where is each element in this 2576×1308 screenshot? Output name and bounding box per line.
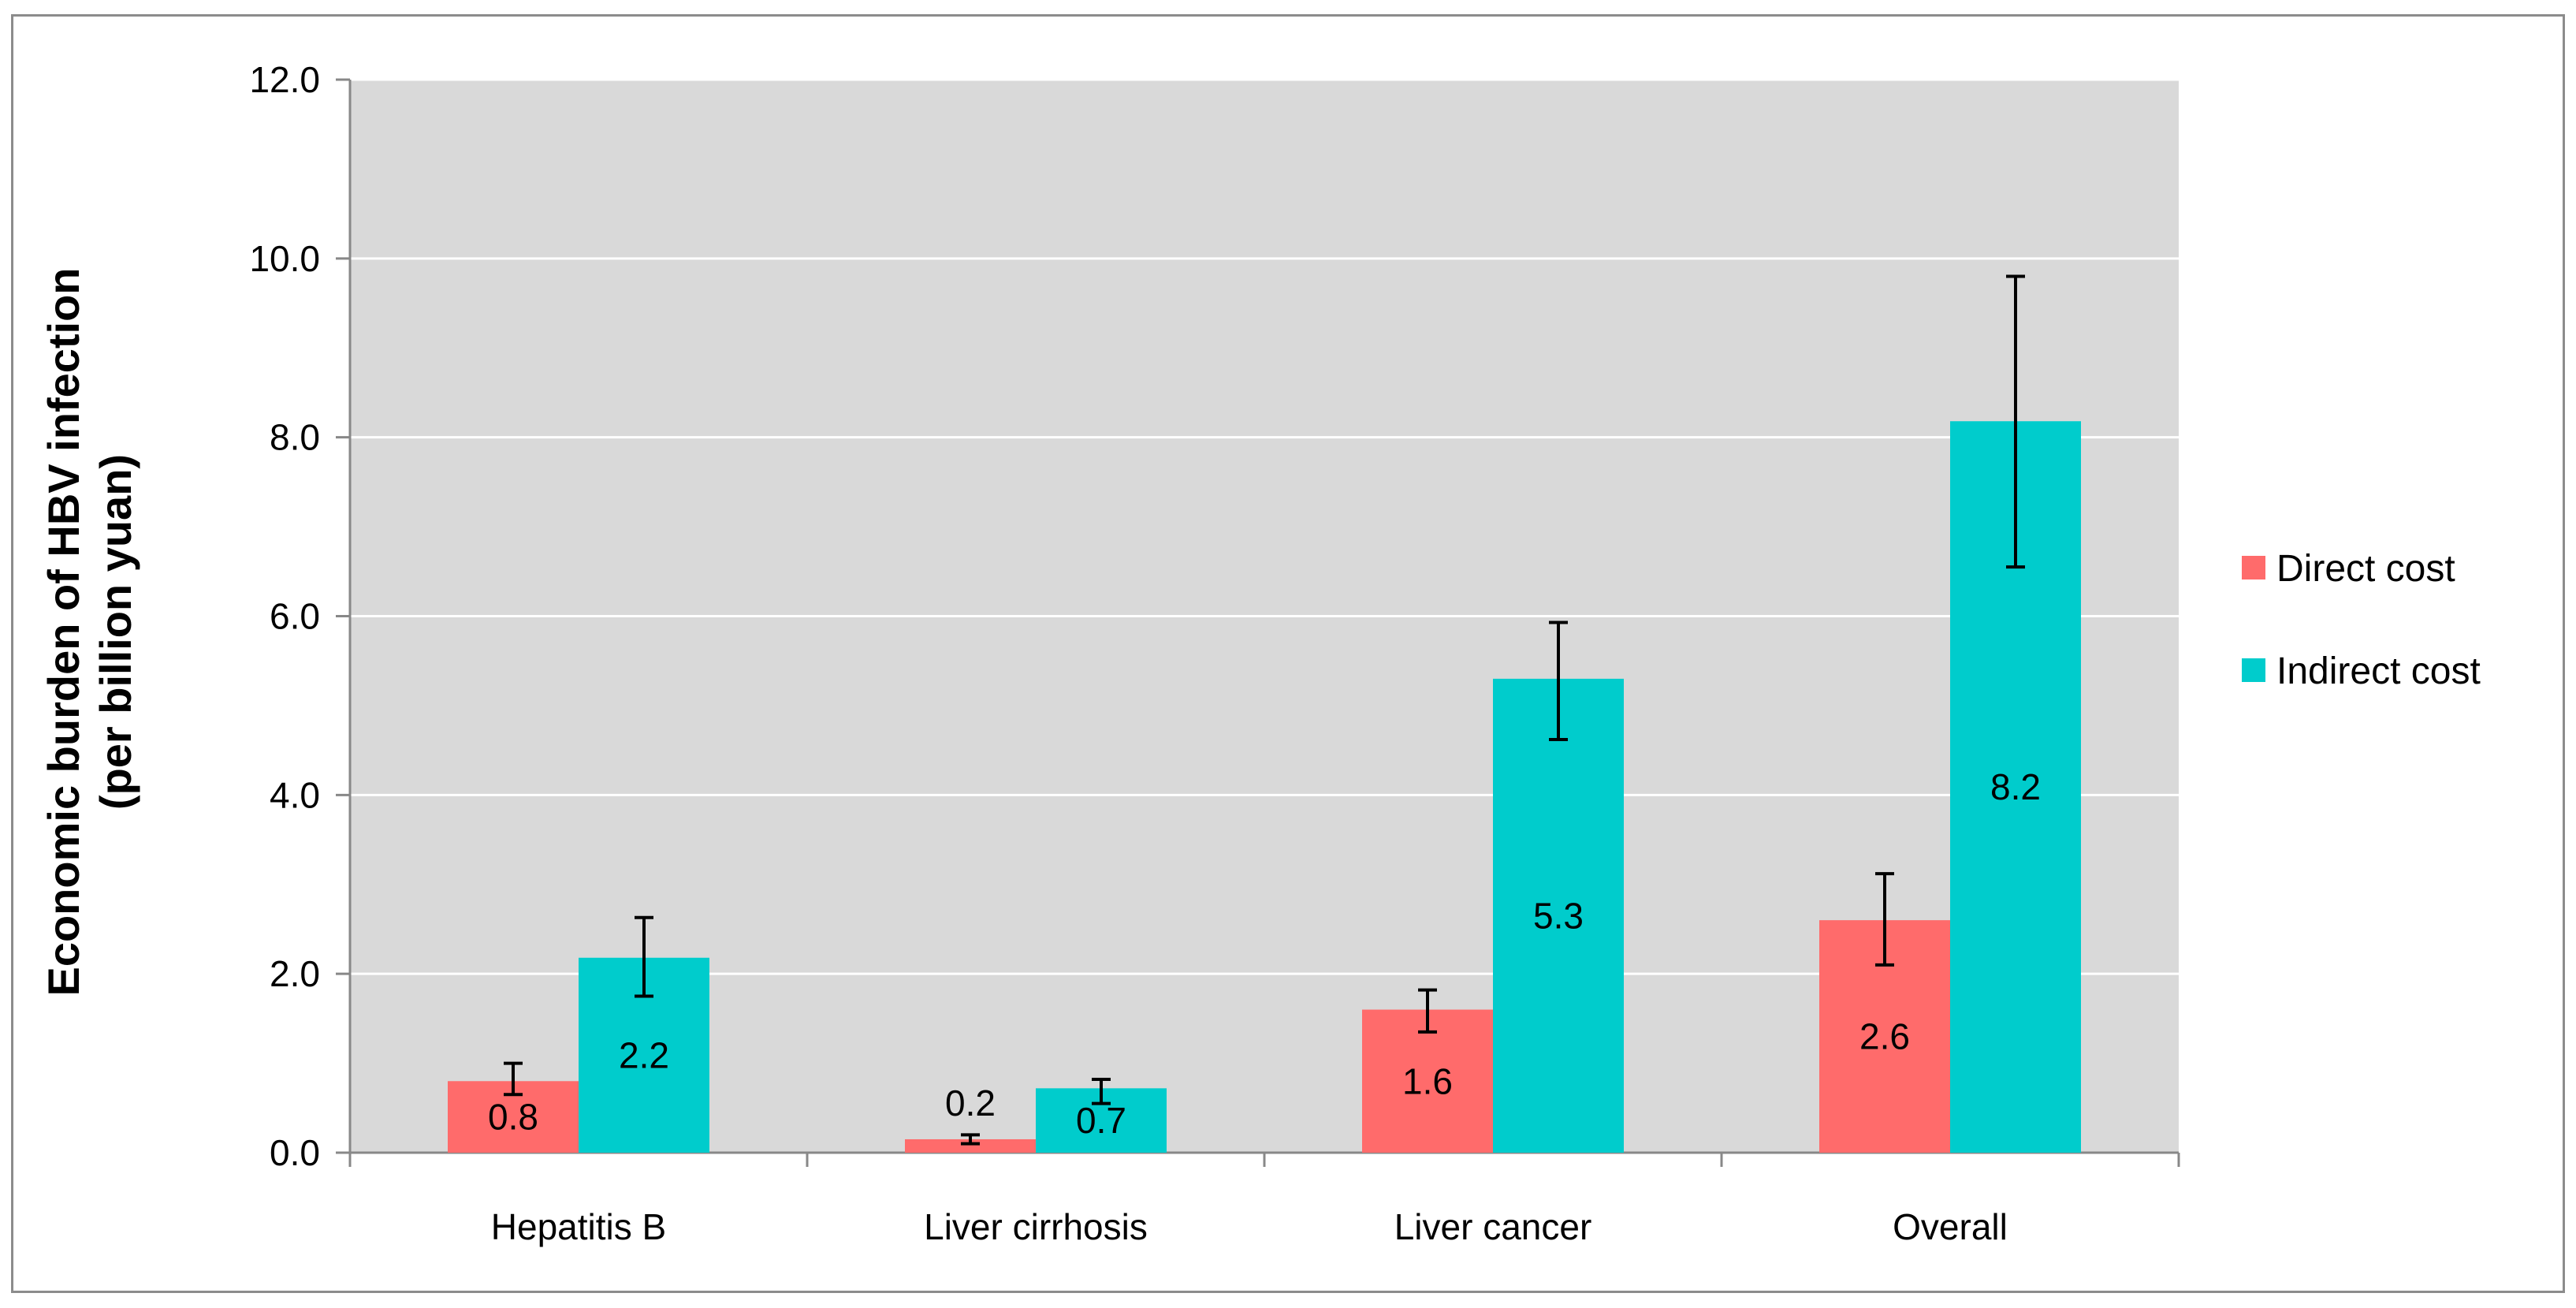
y-axis-title: Economic burden of HBV infection (per bil… bbox=[39, 267, 140, 996]
legend-swatch-direct-cost bbox=[2242, 556, 2265, 579]
legend-swatch-indirect-cost bbox=[2242, 658, 2265, 682]
legend-label-indirect-cost: Indirect cost bbox=[2276, 650, 2481, 692]
x-tick-label: Liver cirrhosis bbox=[924, 1206, 1148, 1247]
y-tick-label: 8.0 bbox=[270, 417, 320, 458]
data-label: 5.3 bbox=[1533, 895, 1584, 936]
data-label: 2.6 bbox=[1859, 1016, 1910, 1057]
y-axis-title-line1: Economic burden of HBV infection bbox=[39, 267, 88, 996]
y-tick-label: 6.0 bbox=[270, 596, 320, 637]
data-label: 0.8 bbox=[488, 1097, 538, 1138]
data-label: 8.2 bbox=[1990, 766, 2041, 807]
x-tick-label: Hepatitis B bbox=[491, 1206, 666, 1247]
data-label: 0.7 bbox=[1076, 1100, 1126, 1141]
y-tick-label: 2.0 bbox=[270, 953, 320, 994]
x-tick-label: Overall bbox=[1893, 1206, 2008, 1247]
y-axis-title-line2: (per billion yuan) bbox=[91, 454, 140, 810]
y-tick-label: 0.0 bbox=[270, 1132, 320, 1173]
data-label: 2.2 bbox=[619, 1034, 669, 1075]
x-tick-label: Liver cancer bbox=[1394, 1206, 1592, 1247]
data-label: 0.2 bbox=[945, 1083, 996, 1124]
legend-label-direct-cost: Direct cost bbox=[2276, 548, 2455, 590]
bar-indirect-cost bbox=[1493, 678, 1624, 1153]
bar-direct-cost bbox=[905, 1138, 1036, 1153]
y-tick-label: 10.0 bbox=[249, 238, 320, 279]
y-tick-label: 12.0 bbox=[249, 59, 320, 100]
y-tick-label: 4.0 bbox=[270, 774, 320, 815]
data-label: 1.6 bbox=[1402, 1060, 1453, 1101]
